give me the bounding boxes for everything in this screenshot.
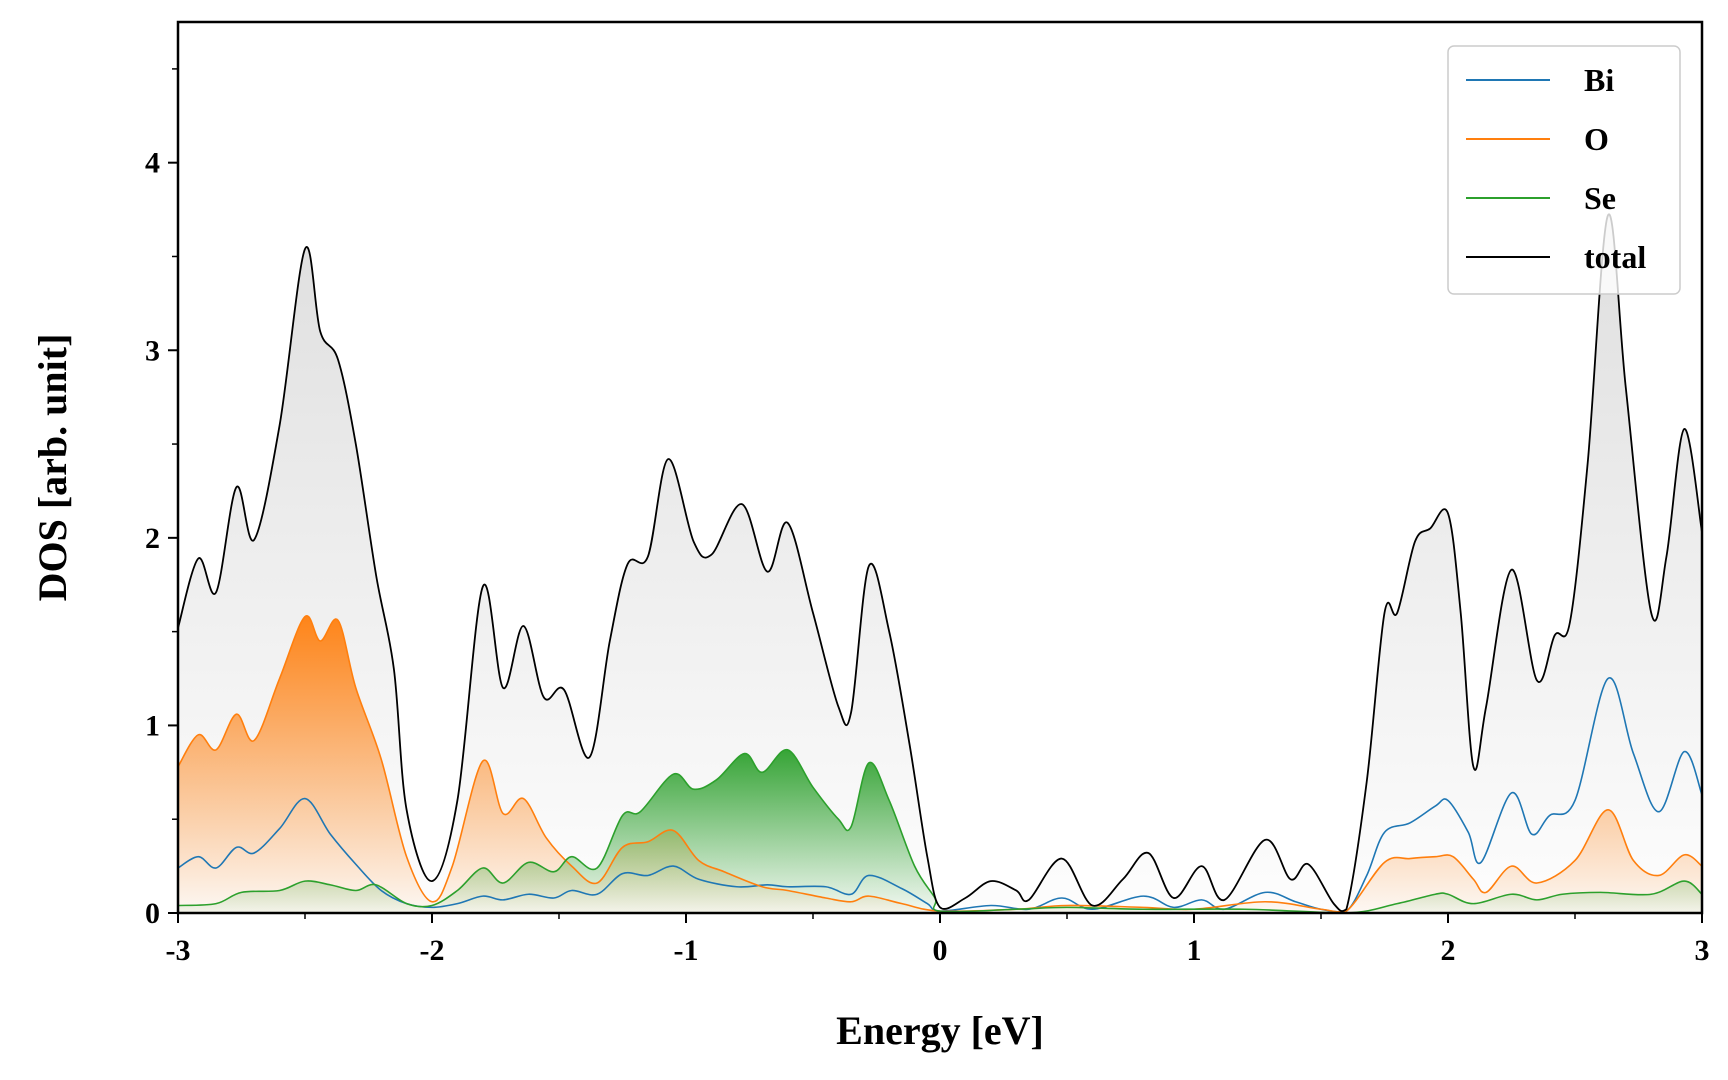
legend-label: Se bbox=[1584, 180, 1616, 216]
area-fill-o bbox=[178, 615, 1702, 913]
legend-label: total bbox=[1584, 239, 1646, 275]
legend: Bi O Se total bbox=[1447, 45, 1681, 295]
area-fill-total bbox=[178, 214, 1702, 914]
x-tick-label: 1 bbox=[1187, 934, 1202, 967]
legend-label: O bbox=[1584, 121, 1609, 157]
series-lines bbox=[177, 213, 1703, 914]
x-tick-label: -2 bbox=[420, 934, 445, 967]
y-tick-label: 2 bbox=[145, 522, 160, 555]
y-tick-label: 1 bbox=[145, 709, 160, 742]
series-line-o bbox=[177, 615, 1703, 913]
y-axis-label: DOS [arb. unit] bbox=[30, 334, 75, 602]
legend-box bbox=[1447, 45, 1681, 295]
x-axis-label: Energy [eV] bbox=[836, 1008, 1044, 1053]
legend-item-se: Se bbox=[1466, 180, 1616, 216]
x-tick-label: 2 bbox=[1441, 934, 1456, 967]
x-tick-label: -1 bbox=[674, 934, 699, 967]
legend-item-bi: Bi bbox=[1466, 62, 1614, 98]
legend-item-total: total bbox=[1466, 239, 1646, 275]
series-line-total bbox=[177, 213, 1703, 912]
legend-item-o: O bbox=[1466, 121, 1609, 157]
legend-label: Bi bbox=[1584, 62, 1614, 98]
filled-areas bbox=[178, 214, 1702, 914]
y-tick-label: 3 bbox=[145, 334, 160, 367]
x-tick-label: 3 bbox=[1695, 934, 1710, 967]
x-tick-label: 0 bbox=[933, 934, 948, 967]
x-tick-label: -3 bbox=[166, 934, 191, 967]
area-fill-se bbox=[178, 749, 1702, 913]
y-tick-label: 0 bbox=[145, 897, 160, 930]
series-line-se bbox=[177, 749, 1703, 914]
y-tick-label: 4 bbox=[145, 147, 160, 180]
axes: -3 -2 -1 0 1 2 3 0 1 2 3 4 bbox=[145, 20, 1710, 967]
